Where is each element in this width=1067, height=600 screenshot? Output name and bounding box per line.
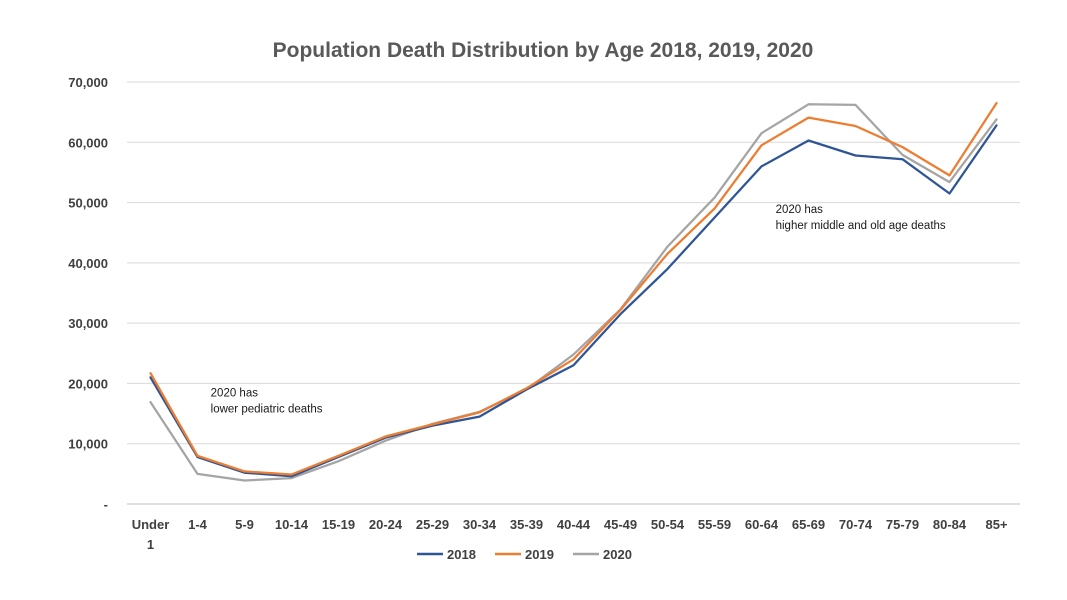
- x-tick-label: 40-44: [557, 517, 591, 532]
- x-tick-label: 50-54: [651, 517, 685, 532]
- x-tick-label: 60-64: [745, 517, 779, 532]
- x-tick-label: 55-59: [698, 517, 731, 532]
- y-tick-label: 30,000: [68, 316, 108, 331]
- legend-item-2019: 2019: [495, 547, 554, 562]
- series-line-2018: [149, 124, 998, 478]
- x-tick-label: 25-29: [416, 517, 449, 532]
- x-tick-label: 45-49: [604, 517, 637, 532]
- x-tick-label: 15-19: [322, 517, 355, 532]
- x-tick-label: Under 1: [132, 517, 170, 552]
- series-line-2020: [149, 103, 998, 482]
- gridlines: [127, 81, 1020, 505]
- series-line-2019: [149, 101, 998, 476]
- x-tick-label: 80-84: [933, 517, 967, 532]
- x-tick-label: 10-14: [275, 517, 309, 532]
- annotation: 2020 has lower pediatric deaths: [211, 388, 323, 416]
- legend-label: 2020: [603, 547, 632, 562]
- y-tick-label: -: [104, 497, 108, 512]
- x-tick-label: 70-74: [839, 517, 873, 532]
- y-tick-label: 50,000: [68, 196, 108, 211]
- y-axis-ticks: - 10,000 20,000 30,000 40,000 50,000 60,000 70,…: [68, 75, 108, 512]
- legend-label: 2019: [525, 547, 554, 562]
- series-lines: [149, 101, 998, 482]
- legend-label: 2018: [447, 547, 476, 562]
- x-tick-label: 20-24: [369, 517, 403, 532]
- x-tick-label: 85+: [985, 517, 1007, 532]
- chart-title: Population Death Distribution by Age 201…: [273, 39, 814, 62]
- x-tick-label: 35-39: [510, 517, 543, 532]
- y-tick-label: 60,000: [68, 135, 108, 150]
- legend-item-2020: 2020: [573, 547, 632, 562]
- x-tick-label: 1-4: [188, 517, 208, 532]
- x-axis-ticks: Under 1 1-4 5-9 10-14 15-19 20-24 25-29 30-34 35-…: [132, 517, 1008, 552]
- x-tick-label: 30-34: [463, 517, 497, 532]
- x-tick-label: 65-69: [792, 517, 825, 532]
- annotation: 2020 has higher middle and old age deaths: [776, 204, 946, 232]
- y-tick-label: 70,000: [68, 75, 108, 90]
- legend: 2018 2019 2020: [417, 547, 632, 562]
- y-tick-label: 10,000: [68, 437, 108, 452]
- x-tick-label: 75-79: [886, 517, 919, 532]
- y-tick-label: 40,000: [68, 256, 108, 271]
- y-tick-label: 20,000: [68, 376, 108, 391]
- x-tick-label: 5-9: [235, 517, 254, 532]
- annotations: 2020 has lower pediatric deaths 2020 has hi…: [211, 204, 946, 416]
- legend-item-2018: 2018: [417, 547, 476, 562]
